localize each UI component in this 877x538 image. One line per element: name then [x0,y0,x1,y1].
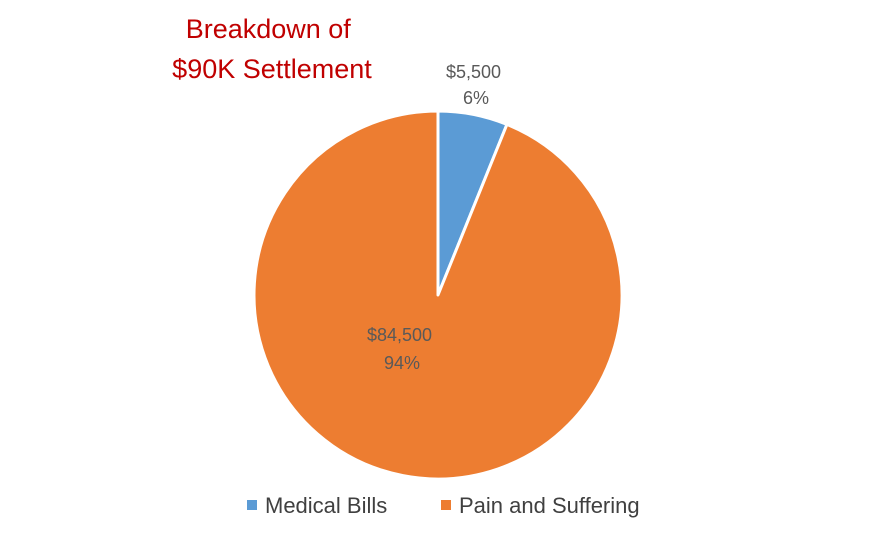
chart-title-line-1: Breakdown of [186,14,352,44]
chart-title-line-2: $90K Settlement [172,54,372,84]
chart-title: Breakdown of $90K Settlement [172,14,372,84]
legend: Medical Bills Pain and Suffering [247,493,640,518]
data-label-pain-and-suffering: $84,500 94% [367,325,437,373]
legend-swatch-pain-and-suffering [441,500,451,510]
data-label-medical-bills: $5,500 6% [446,62,506,108]
pie-slices [252,109,624,481]
data-label-pain-and-suffering-value: $84,500 [367,325,432,345]
data-label-medical-bills-percent: 6% [463,88,489,108]
data-label-pain-and-suffering-percent: 94% [384,353,420,373]
legend-swatch-medical-bills [247,500,257,510]
legend-label-medical-bills: Medical Bills [265,493,387,518]
data-label-medical-bills-value: $5,500 [446,62,501,82]
pie-slice-pain-and-suffering [252,109,624,481]
legend-label-pain-and-suffering: Pain and Suffering [459,493,640,518]
